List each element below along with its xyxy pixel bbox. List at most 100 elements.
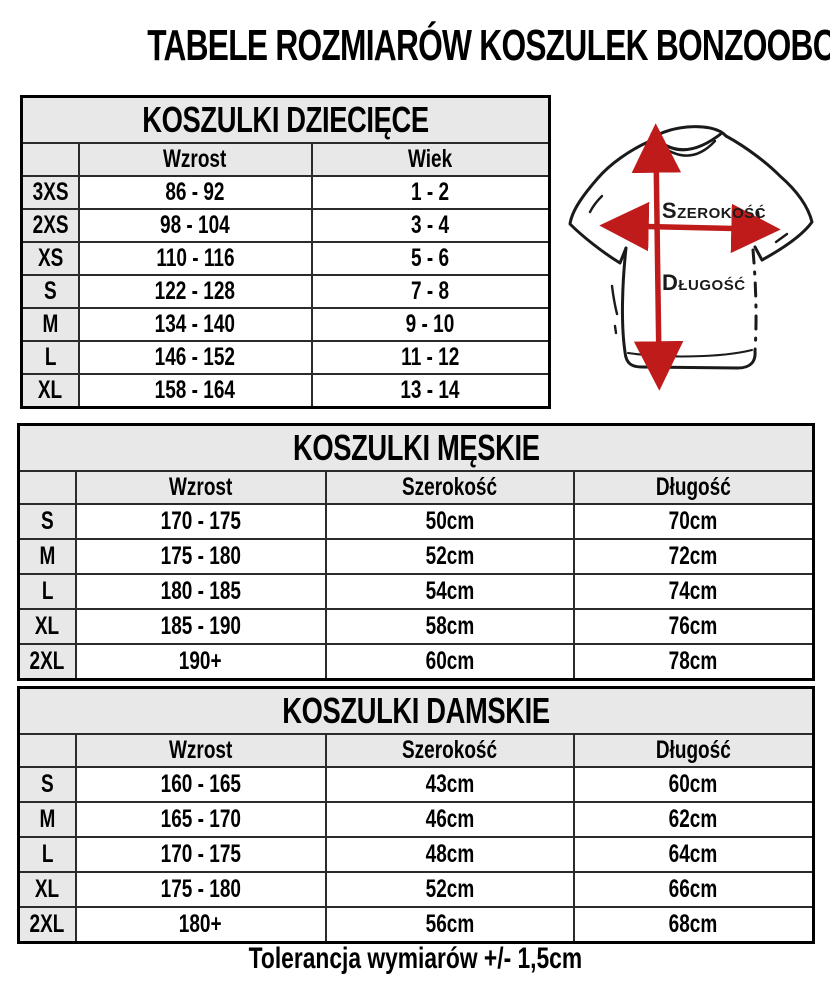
men-col-size [17,470,77,505]
table-row: XL 185 - 190 58cm 76cm [17,608,815,645]
wiek-cell: 3 - 4 [310,208,551,243]
size-cell: 3XS [20,175,80,210]
width-arrow-label: Szerokość [662,198,766,223]
men-table-title-row: KOSZULKI MĘSKIE [17,423,815,472]
men-table-title-text: KOSZULKI MĘSKIE [292,427,540,468]
women-col-dlugosc: Długość [572,733,815,768]
size-cell: 2XS [20,208,80,243]
children-table-title-row: KOSZULKI DZIECIĘCE [20,95,551,144]
size-cell: M [20,307,80,342]
women-table-title-row: KOSZULKI DAMSKIE [17,686,815,735]
wiek-cell: 11 - 12 [310,340,551,375]
szerokosc-cell: 50cm [324,503,575,540]
size-cell: XL [17,608,77,645]
dlugosc-cell: 70cm [572,503,815,540]
dlugosc-cell: 68cm [572,906,815,944]
length-arrow-label: Długość [662,270,746,295]
length-arrow [631,123,684,391]
size-cell: L [17,573,77,610]
children-table-header-row: Wzrost Wiek [20,142,551,177]
wzrost-cell: 170 - 175 [74,503,327,540]
dlugosc-cell: 64cm [572,836,815,873]
women-sizes-table: KOSZULKI DAMSKIE Wzrost Szerokość Długoś… [17,686,815,944]
size-cell: M [17,801,77,838]
szerokosc-cell: 52cm [324,871,575,908]
szerokosc-cell: 48cm [324,836,575,873]
dlugosc-cell: 66cm [572,871,815,908]
wzrost-cell: 175 - 180 [74,538,327,575]
table-row: XL 158 - 164 13 - 14 [20,373,551,409]
table-row: M 165 - 170 46cm 62cm [17,801,815,838]
measurement-arrows [599,123,781,391]
children-col-wiek: Wiek [310,142,551,177]
table-row: XL 175 - 180 52cm 66cm [17,871,815,908]
wzrost-cell: 158 - 164 [77,373,313,409]
size-cell: XL [17,871,77,908]
page-title-text: TABELE ROZMIARÓW KOSZULEK BONZOOBOX.PL [147,21,830,70]
tolerance-note: Tolerancja wymiarów +/- 1,5cm [0,942,830,976]
table-row: S 160 - 165 43cm 60cm [17,766,815,803]
children-col-wzrost: Wzrost [77,142,313,177]
wzrost-cell: 86 - 92 [77,175,313,210]
wzrost-cell: 160 - 165 [74,766,327,803]
men-col-szerokosc: Szerokość [324,470,575,505]
size-cell: S [20,274,80,309]
children-table-title: KOSZULKI DZIECIĘCE [20,95,551,144]
children-col-size [20,142,80,177]
women-table-title: KOSZULKI DAMSKIE [17,686,815,735]
table-row: 2XS 98 - 104 3 - 4 [20,208,551,243]
size-cell: XL [20,373,80,409]
dlugosc-cell: 74cm [572,573,815,610]
wzrost-cell: 170 - 175 [74,836,327,873]
dlugosc-cell: 60cm [572,766,815,803]
wzrost-cell: 165 - 170 [74,801,327,838]
dlugosc-cell: 78cm [572,643,815,681]
table-row: 2XL 180+ 56cm 68cm [17,906,815,944]
tshirt-outline [568,125,814,370]
size-cell: M [17,538,77,575]
table-row: L 170 - 175 48cm 64cm [17,836,815,873]
wiek-cell: 9 - 10 [310,307,551,342]
table-row: S 170 - 175 50cm 70cm [17,503,815,540]
size-cell: 2XL [17,906,77,944]
wzrost-cell: 122 - 128 [77,274,313,309]
tolerance-note-text: Tolerancja wymiarów +/- 1,5cm [248,942,582,975]
size-cell: L [20,340,80,375]
table-row: M 134 - 140 9 - 10 [20,307,551,342]
women-table-header-row: Wzrost Szerokość Długość [17,733,815,768]
szerokosc-cell: 43cm [324,766,575,803]
wzrost-cell: 185 - 190 [74,608,327,645]
wiek-cell: 7 - 8 [310,274,551,309]
wiek-cell: 1 - 2 [310,175,551,210]
dlugosc-cell: 76cm [572,608,815,645]
size-cell: L [17,836,77,873]
size-cell: S [17,503,77,540]
women-col-wzrost: Wzrost [74,733,327,768]
children-sizes-table: KOSZULKI DZIECIĘCE Wzrost Wiek 3XS 86 - … [20,95,551,409]
szerokosc-cell: 52cm [324,538,575,575]
wzrost-cell: 190+ [74,643,327,681]
women-table-title-text: KOSZULKI DAMSKIE [282,690,550,731]
table-row: L 180 - 185 54cm 74cm [17,573,815,610]
wzrost-cell: 180 - 185 [74,573,327,610]
szerokosc-cell: 58cm [324,608,575,645]
table-row: XS 110 - 116 5 - 6 [20,241,551,276]
szerokosc-cell: 54cm [324,573,575,610]
table-row: 3XS 86 - 92 1 - 2 [20,175,551,210]
men-sizes-table: KOSZULKI MĘSKIE Wzrost Szerokość Długość… [17,423,816,681]
size-cell: S [17,766,77,803]
wzrost-cell: 146 - 152 [77,340,313,375]
wzrost-cell: 110 - 116 [77,241,313,276]
table-row: 2XL 190+ 60cm 78cm [17,643,815,681]
table-row: M 175 - 180 52cm 72cm [17,538,815,575]
women-col-szerokosc: Szerokość [324,733,575,768]
men-table-header-row: Wzrost Szerokość Długość [17,470,815,505]
szerokosc-cell: 56cm [324,906,575,944]
wzrost-cell: 180+ [74,906,327,944]
men-col-dlugosc: Długość [572,470,815,505]
szerokosc-cell: 46cm [324,801,575,838]
size-cell: XS [20,241,80,276]
wiek-cell: 5 - 6 [310,241,551,276]
table-row: L 146 - 152 11 - 12 [20,340,551,375]
